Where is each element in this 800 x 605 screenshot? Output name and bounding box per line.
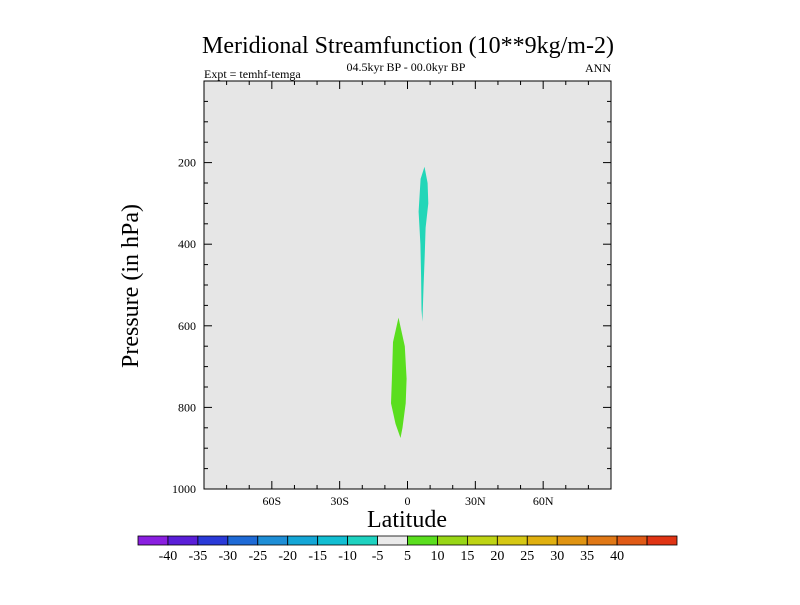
colorbar-swatch bbox=[556, 535, 588, 546]
colorbar-label: 25 bbox=[520, 549, 534, 564]
x-tick-label: 0 bbox=[405, 494, 411, 508]
y-tick-label: 200 bbox=[178, 156, 196, 170]
colorbar-label: -10 bbox=[338, 549, 357, 564]
experiment-label: Expt = temhf-temga bbox=[204, 67, 301, 81]
colorbar-swatch bbox=[437, 535, 468, 546]
colorbar: -40 -35 -30 -25 -20 -15 -10 -5 5 10 15 20 25 30 35 40 bbox=[137, 535, 678, 564]
colorbar-swatch bbox=[646, 535, 678, 546]
contour-region-negative-cell bbox=[418, 166, 429, 322]
colorbar-label: 10 bbox=[430, 549, 444, 564]
colorbar-label: -35 bbox=[189, 549, 208, 564]
colorbar-label: -5 bbox=[372, 549, 384, 564]
plot-area bbox=[203, 80, 612, 490]
colorbar-swatch bbox=[287, 535, 319, 546]
x-tick-label: 30N bbox=[465, 494, 486, 508]
season-label: ANN bbox=[585, 61, 611, 75]
colorbar-swatch bbox=[377, 535, 408, 546]
y-tick-label: 800 bbox=[178, 400, 196, 414]
colorbar-swatch bbox=[167, 535, 199, 546]
colorbar-swatch bbox=[257, 535, 289, 546]
x-axis-label: Latitude bbox=[367, 507, 447, 533]
x-tick-label: 60N bbox=[533, 494, 554, 508]
contour-regions bbox=[391, 166, 429, 438]
y-tick-label: 600 bbox=[178, 319, 196, 333]
colorbar-swatch bbox=[616, 535, 648, 546]
colorbar-label: 40 bbox=[610, 549, 624, 564]
colorbar-swatch bbox=[496, 535, 528, 546]
y-tick-label: 1000 bbox=[172, 482, 196, 496]
colorbar-swatch bbox=[347, 535, 378, 546]
colorbar-swatch bbox=[137, 535, 169, 546]
colorbar-label: 35 bbox=[580, 549, 594, 564]
x-tick-label: 30S bbox=[330, 494, 349, 508]
colorbar-label: -20 bbox=[278, 549, 297, 564]
colorbar-label: 15 bbox=[460, 549, 474, 564]
colorbar-label: 5 bbox=[404, 549, 411, 564]
colorbar-label: -40 bbox=[159, 549, 178, 564]
y-axis-label: Pressure (in hPa) bbox=[118, 204, 144, 368]
colorbar-swatch bbox=[586, 535, 618, 546]
colorbar-swatch bbox=[407, 535, 438, 546]
y-tick-label: 400 bbox=[178, 237, 196, 251]
colorbar-label: 30 bbox=[550, 549, 564, 564]
colorbar-swatch bbox=[466, 535, 498, 546]
colorbar-label: 20 bbox=[490, 549, 504, 564]
axes: 60S 30S 0 30N 60N 200 400 600 800 1000 bbox=[172, 80, 612, 508]
x-tick-label: 60S bbox=[262, 494, 281, 508]
colorbar-label: -15 bbox=[308, 549, 327, 564]
colorbar-swatch bbox=[526, 535, 558, 546]
chart-title: Meridional Streamfunction (10**9kg/m-2) bbox=[202, 33, 614, 59]
chart-subtitle: 04.5kyr BP - 00.0kyr BP bbox=[347, 60, 466, 74]
colorbar-swatch bbox=[197, 535, 229, 546]
contour-region-positive-cell bbox=[391, 317, 407, 438]
colorbar-swatch bbox=[317, 535, 349, 546]
colorbar-label: -25 bbox=[248, 549, 267, 564]
colorbar-swatch bbox=[227, 535, 259, 546]
colorbar-label: -30 bbox=[218, 549, 237, 564]
